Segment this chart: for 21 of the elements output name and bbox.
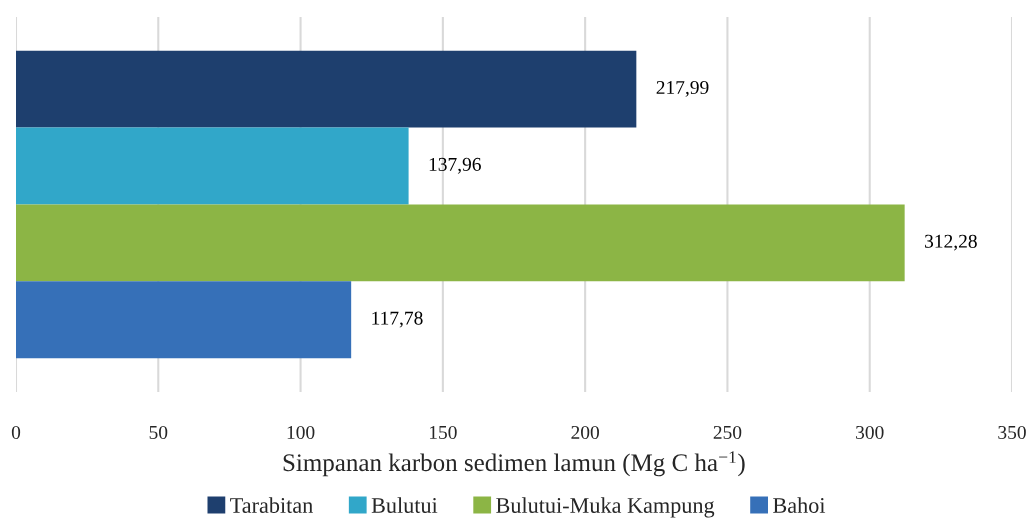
legend-label: Tarabitan: [230, 497, 313, 513]
x-tick-label: 0: [11, 425, 21, 440]
x-tick-label: 150: [429, 425, 457, 440]
x-tick-label: 300: [856, 425, 884, 440]
data-label: 312,28: [925, 234, 977, 251]
x-axis-title: Simpanan karbon sedimen lamun (Mg C ha$^{−1}$): [283, 451, 745, 477]
data-label: 217,99: [656, 80, 709, 97]
bar: [16, 127, 409, 205]
bar: [16, 281, 352, 359]
legend-label: Bahoi: [773, 497, 826, 513]
x-tick-label: 350: [998, 425, 1026, 440]
x-tick-label: 100: [287, 425, 315, 440]
x-tick-label: 250: [713, 425, 742, 440]
legend-label: Bulutui: [371, 497, 438, 513]
data-label: 137,96: [429, 157, 481, 174]
data-label: 117,78: [372, 311, 423, 328]
x-tick-label: 50: [149, 425, 168, 440]
bar: [16, 204, 905, 282]
x-tick-label: 200: [571, 425, 599, 440]
bar: [16, 50, 637, 128]
legend-label: Bulutui-Muka Kampung: [496, 497, 715, 518]
